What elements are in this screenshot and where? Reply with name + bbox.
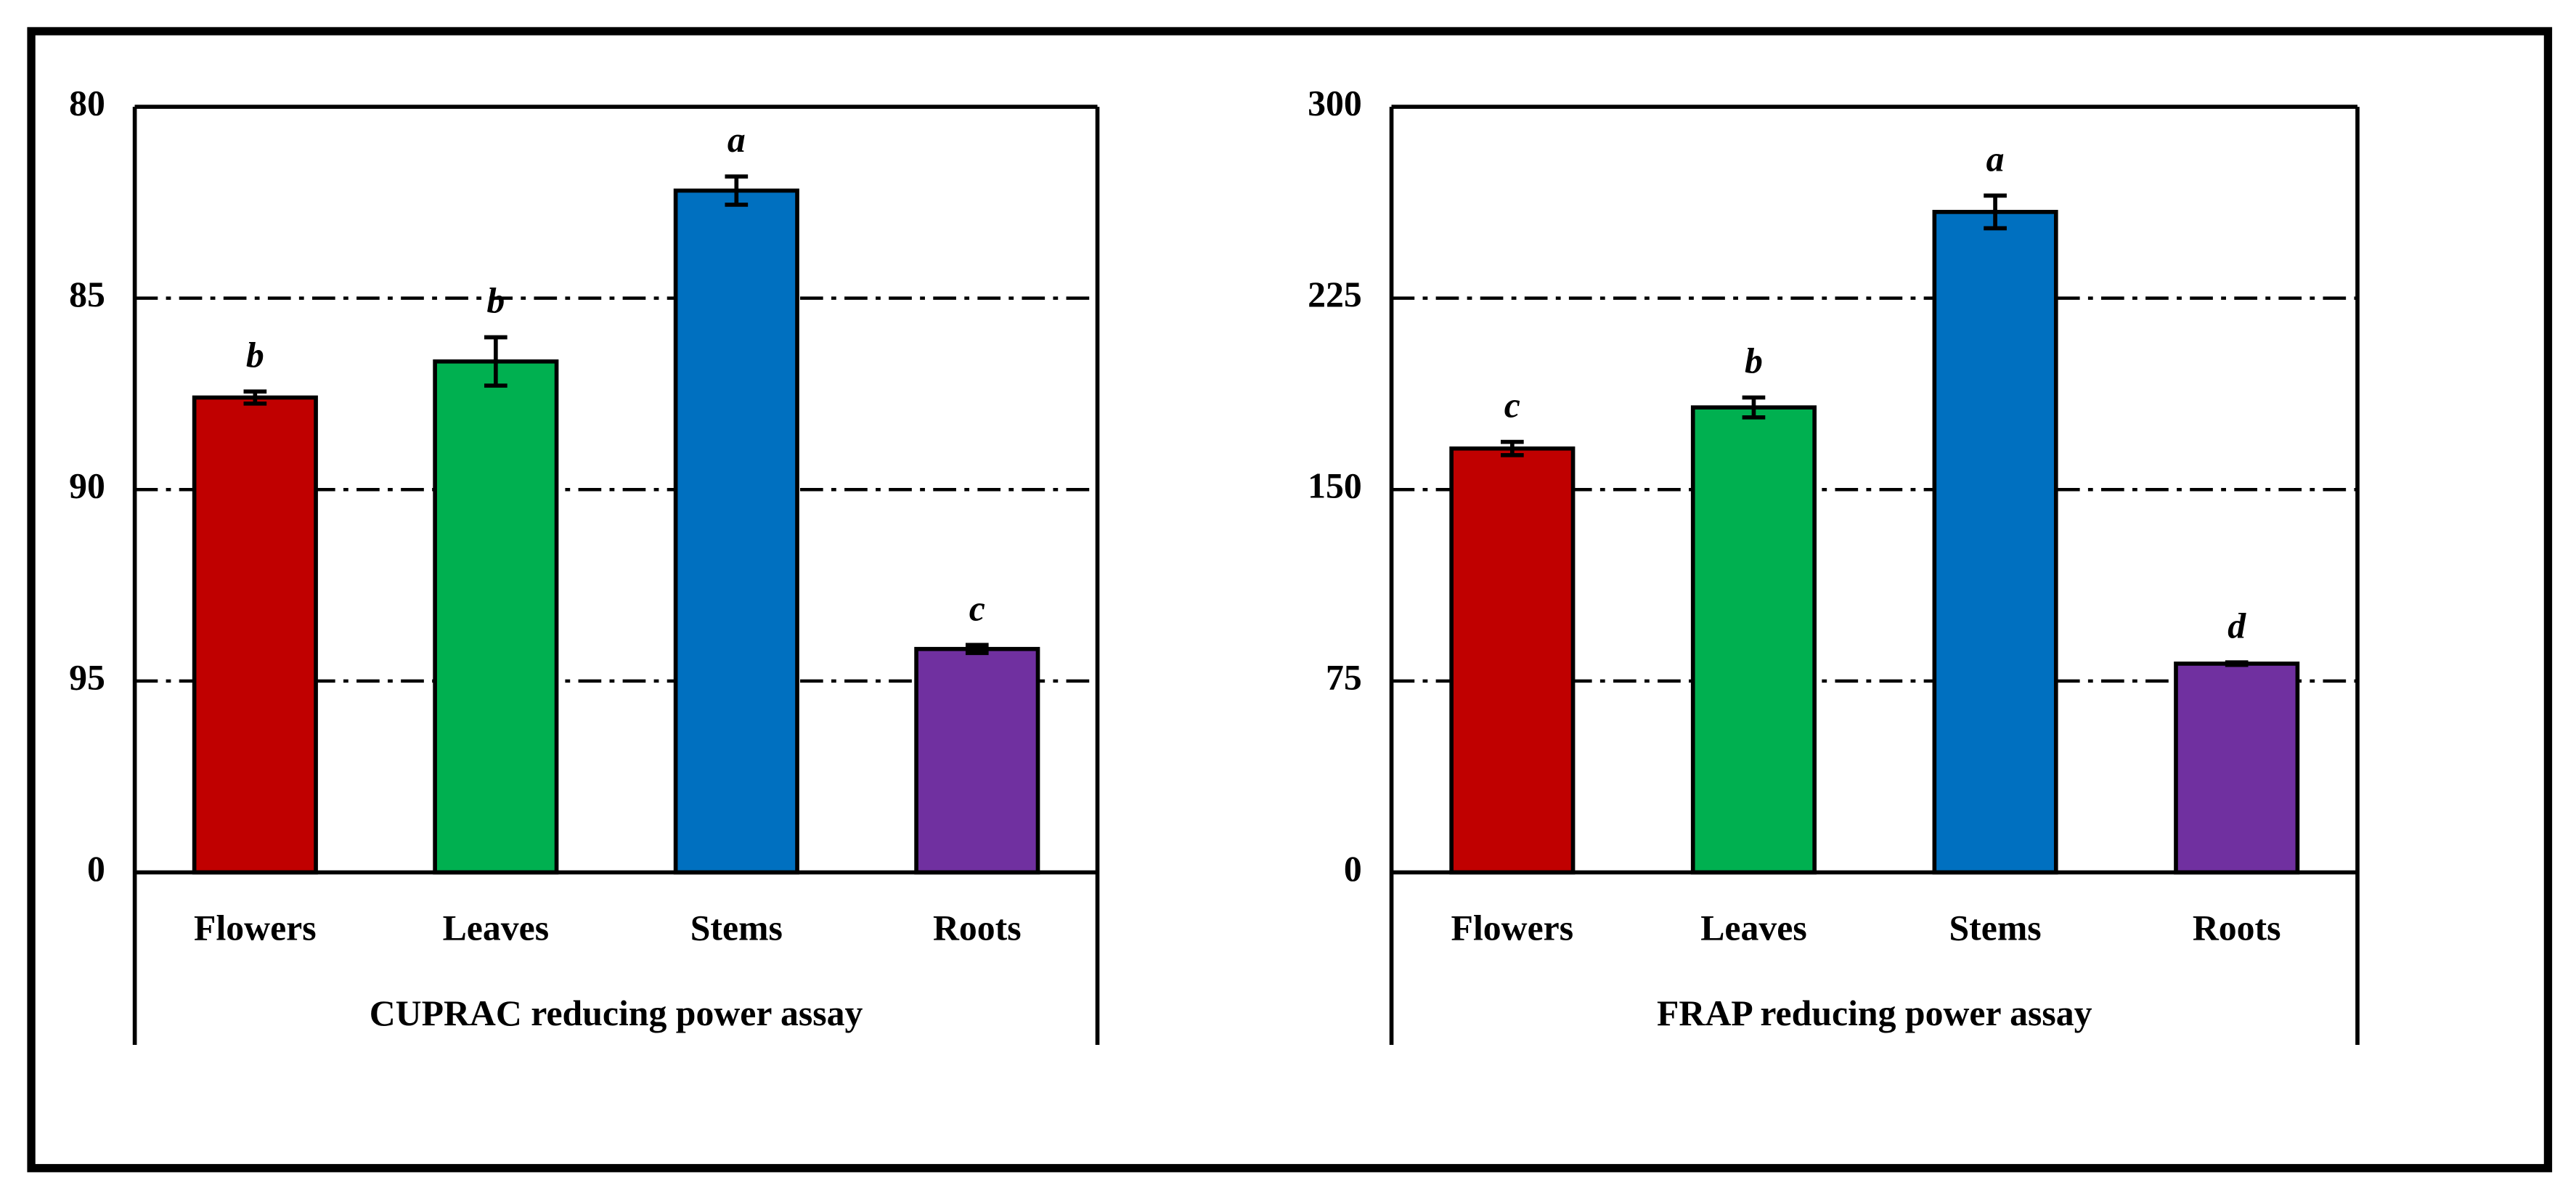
error-bar (725, 174, 749, 207)
bar (1932, 210, 2058, 875)
y-tick-label: 150 (1308, 466, 1362, 506)
significance-letter: b (246, 335, 264, 375)
error-bar (1501, 439, 1524, 457)
x-tick-label: Roots (933, 908, 1022, 948)
y-tick-label: 300 (1308, 83, 1362, 123)
error-bar (965, 643, 989, 656)
bar (192, 395, 318, 875)
error-bar (484, 335, 508, 388)
y-tick-label: 85 (69, 274, 105, 314)
error-bar (2225, 660, 2249, 667)
frame (27, 27, 2553, 1173)
bar (433, 359, 559, 875)
x-axis-title: CUPRAC reducing power assay (370, 993, 863, 1033)
x-tick-label: Flowers (194, 908, 317, 948)
y-tick-label: 80 (69, 83, 105, 123)
y-tick-label: 95 (69, 657, 105, 697)
error-bar (1984, 193, 2007, 231)
significance-letter: d (2227, 606, 2246, 646)
significance-letter: b (1745, 341, 1763, 381)
y-tick-label: 90 (69, 466, 105, 506)
bar (1690, 405, 1817, 875)
x-tick-label: Stems (690, 908, 783, 948)
error-bar (1742, 395, 1766, 420)
y-tick-label: 75 (1326, 657, 1362, 697)
significance-letter: b (486, 281, 505, 321)
bar (1449, 446, 1576, 875)
bar (2174, 661, 2300, 875)
bar (673, 188, 799, 875)
significance-letter: c (1504, 386, 1520, 426)
bar (914, 646, 1040, 875)
y-tick-label: 0 (87, 849, 105, 889)
y-tick-label: 0 (1344, 849, 1362, 889)
significance-letter: a (727, 120, 746, 160)
x-tick-label: Leaves (443, 908, 550, 948)
x-tick-label: Leaves (1700, 908, 1807, 948)
significance-letter: a (1986, 139, 2005, 179)
y-tick-label: 225 (1308, 274, 1362, 314)
x-tick-label: Flowers (1451, 908, 1574, 948)
significance-letter: c (969, 588, 985, 628)
x-tick-label: Stems (1949, 908, 2041, 948)
x-tick-label: Roots (2193, 908, 2281, 948)
x-axis-title: FRAP reducing power assay (1657, 993, 2092, 1033)
error-bar (243, 389, 267, 406)
